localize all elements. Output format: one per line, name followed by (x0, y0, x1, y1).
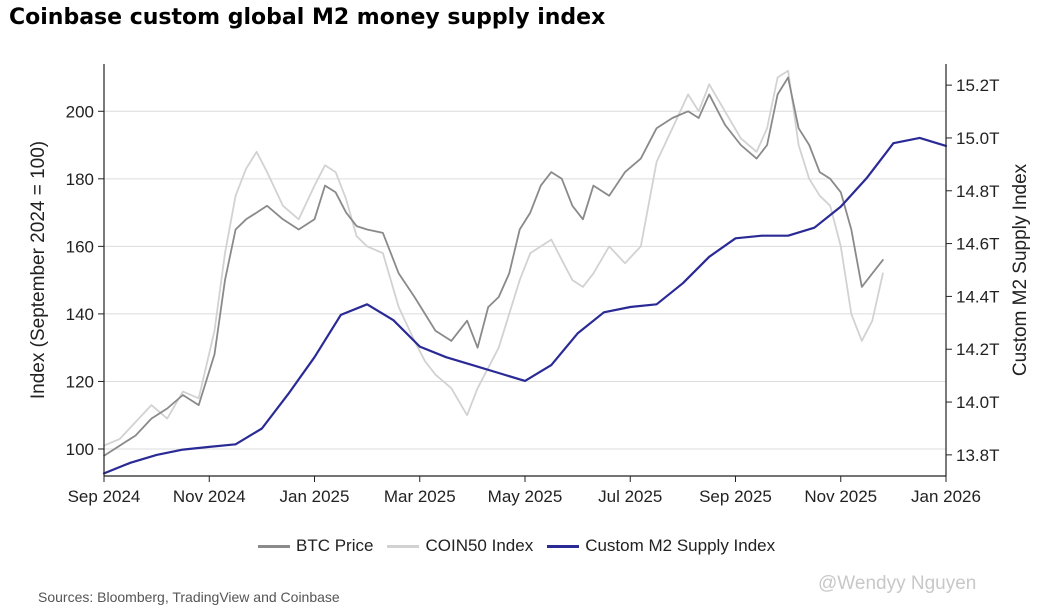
legend-item-btc: BTC Price (258, 536, 373, 556)
legend-label-coin50: COIN50 Index (425, 536, 534, 555)
legend-item-coin50: COIN50 Index (387, 536, 533, 556)
sources-note: Sources: Bloomberg, TradingView and Coin… (38, 589, 340, 605)
x-tick-label-2: Jan 2025 (280, 487, 350, 506)
chart-title: Coinbase custom global M2 money supply i… (9, 5, 606, 30)
legend-label-btc: BTC Price (296, 536, 374, 555)
y2-tick-label-6: 15.0T (956, 129, 999, 148)
legend-swatch-btc (258, 544, 290, 548)
y-axis-label: Index (September 2024 = 100) (28, 141, 49, 399)
series-line-custom-m2 (102, 136, 948, 475)
y2-tick-label-7: 15.2T (956, 76, 999, 95)
y2-tick-label-5: 14.8T (956, 182, 999, 201)
y2-axis-label: Custom M2 Supply Index (1010, 163, 1031, 376)
legend-swatch-coin50 (387, 544, 420, 548)
y-tick-label-160: 160 (66, 237, 94, 256)
y2-tick-label-1: 14.0T (956, 393, 999, 412)
legend-label-m2: Custom M2 Supply Index (585, 536, 776, 555)
y-tick-label-200: 200 (66, 102, 94, 121)
legend-item-m2: Custom M2 Supply Index (547, 536, 775, 556)
y2-tick-label-2: 14.2T (956, 340, 999, 359)
x-tick-label-6: Sep 2025 (699, 487, 772, 506)
x-tick-label-5: Jul 2025 (598, 487, 662, 506)
x-tick-label-1: Nov 2024 (173, 487, 246, 506)
legend: BTC Price COIN50 Index Custom M2 Supply … (258, 536, 789, 556)
y-tick-label-120: 120 (66, 372, 94, 391)
y-tick-label-140: 140 (66, 305, 94, 324)
legend-swatch-m2 (547, 544, 580, 548)
y2-tick-label-3: 14.4T (956, 287, 999, 306)
x-tick-label-0: Sep 2024 (68, 487, 141, 506)
y2-tick-label-4: 14.6T (956, 235, 999, 254)
x-tick-label-8: Jan 2026 (911, 487, 981, 506)
watermark: @Wendyy Nguyen (818, 573, 977, 594)
x-tick-label-3: Mar 2025 (384, 487, 456, 506)
y2-tick-label-0: 13.8T (956, 446, 999, 465)
series-line-coin50-index (103, 69, 884, 447)
y-tick-label-180: 180 (66, 170, 94, 189)
y-tick-label-100: 100 (66, 440, 94, 459)
x-tick-label-7: Nov 2025 (804, 487, 877, 506)
series-line-btc-price (103, 76, 884, 457)
x-tick-label-4: May 2025 (488, 487, 563, 506)
